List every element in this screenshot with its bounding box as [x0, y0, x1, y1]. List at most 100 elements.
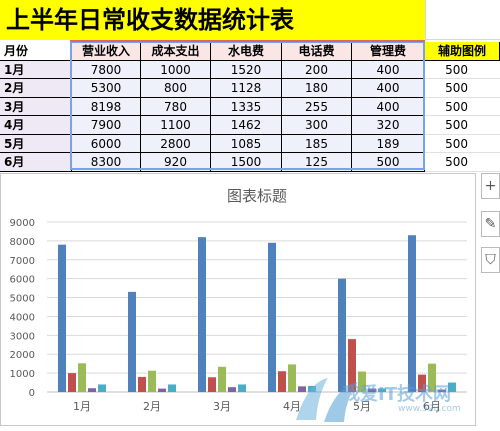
bar-5	[168, 384, 176, 392]
table-cell[interactable]: 8300	[72, 153, 141, 172]
table-cell[interactable]: 400	[352, 60, 425, 79]
bar-4	[438, 389, 446, 392]
table-cell[interactable]: 300	[282, 116, 352, 135]
row-label[interactable]: 1月	[0, 60, 72, 79]
table-cell[interactable]: 255	[282, 97, 352, 116]
bar-2	[138, 376, 146, 392]
row-label[interactable]: 6月	[0, 153, 72, 172]
table-cell[interactable]: 780	[141, 97, 211, 116]
bar-chart: 图表标题 0 1000 2000 3000 4000 5000 6000 7000 8000 900…	[10, 187, 467, 413]
data-table: 月份 营业收入 成本支出 水电费 电话费 管理费 辅助图例 1月 7800 1000 1520 200…	[0, 40, 500, 172]
filter-icon-glyph: ⛉	[485, 252, 496, 268]
bar-2	[68, 373, 76, 392]
sheet-title: 上半年日常收支数据统计表	[6, 6, 294, 34]
empty-cell[interactable]	[425, 0, 500, 40]
bar-5	[98, 384, 106, 392]
table-cell[interactable]: 185	[282, 134, 352, 153]
table-cell[interactable]: 920	[141, 153, 211, 172]
column-header-month[interactable]: 月份	[0, 42, 72, 61]
bar-1	[58, 244, 66, 392]
bar-3	[148, 370, 156, 392]
brush-icon-glyph: ✎	[484, 216, 497, 232]
table-cell[interactable]: 7900	[72, 116, 141, 135]
bar-5	[378, 388, 386, 392]
column-header[interactable]: 水电费	[211, 42, 282, 61]
bar-2	[418, 374, 426, 392]
aux-cell[interactable]: 500	[425, 134, 500, 153]
y-tick-label: 6000	[10, 275, 35, 286]
table-cell[interactable]: 2800	[141, 134, 211, 153]
aux-cell[interactable]: 500	[425, 60, 500, 79]
column-header-aux[interactable]: 辅助图例	[425, 42, 500, 61]
plus-icon-glyph: +	[484, 178, 497, 194]
y-tick-label: 1000	[10, 369, 35, 380]
table-cell[interactable]: 400	[352, 79, 425, 98]
bar-5	[238, 384, 246, 392]
x-tick-label: 1月	[73, 400, 91, 413]
table-cell[interactable]: 7800	[72, 60, 141, 79]
y-tick-label: 0	[29, 388, 35, 399]
row-label[interactable]: 4月	[0, 116, 72, 135]
watermark: 我爱IT技术网 www.52ij.com	[288, 372, 478, 424]
bar-5	[448, 382, 456, 392]
table-cell[interactable]: 320	[352, 116, 425, 135]
table-cell[interactable]: 189	[352, 134, 425, 153]
bar-4	[368, 388, 376, 392]
row-label[interactable]: 5月	[0, 134, 72, 153]
filter-icon[interactable]: ⛉	[481, 247, 500, 273]
table-cell[interactable]: 8198	[72, 97, 141, 116]
table-cell[interactable]: 500	[352, 153, 425, 172]
table-cell[interactable]: 1462	[211, 116, 282, 135]
row-label[interactable]: 2月	[0, 79, 72, 98]
bar-3	[428, 363, 436, 392]
table-cell[interactable]: 1085	[211, 134, 282, 153]
range-selection-top-edge	[70, 40, 425, 42]
table-cell[interactable]: 1128	[211, 79, 282, 98]
bar-3	[288, 364, 296, 392]
column-header[interactable]: 成本支出	[141, 42, 211, 61]
row-label[interactable]: 3月	[0, 97, 72, 116]
bar-1	[408, 235, 416, 392]
bar-3	[218, 366, 226, 392]
table-cell[interactable]: 1500	[211, 153, 282, 172]
table-cell[interactable]: 125	[282, 153, 352, 172]
aux-cell[interactable]: 500	[425, 153, 500, 172]
bar-4	[228, 387, 236, 392]
watermark-text: 我爱IT技术网	[342, 384, 451, 405]
watermark-logo	[288, 372, 478, 424]
chart-title: 图表标题	[227, 187, 287, 205]
watermark-url: www.52ij.com	[398, 404, 461, 414]
brush-icon[interactable]: ✎	[481, 211, 500, 237]
x-tick-label: 6月	[423, 400, 441, 413]
table-cell[interactable]: 180	[282, 79, 352, 98]
bar-4	[88, 388, 96, 392]
range-selection-frame	[70, 41, 425, 170]
table-cell[interactable]: 6000	[72, 134, 141, 153]
sheet-title-band	[0, 0, 425, 40]
table-cell[interactable]: 800	[141, 79, 211, 98]
x-tick-label: 2月	[143, 400, 161, 413]
column-header[interactable]: 营业收入	[72, 42, 141, 61]
bar-2	[208, 377, 216, 392]
plus-icon[interactable]: +	[481, 173, 500, 199]
bar-1	[128, 291, 136, 392]
y-tick-label: 8000	[10, 237, 35, 248]
x-tick-label: 5月	[353, 400, 371, 413]
column-header[interactable]: 电话费	[282, 42, 352, 61]
column-header[interactable]: 管理费	[352, 42, 425, 61]
y-tick-label: 7000	[10, 256, 35, 267]
y-tick-label: 5000	[10, 294, 35, 305]
table-cell[interactable]: 1520	[211, 60, 282, 79]
table-cell[interactable]: 200	[282, 60, 352, 79]
aux-cell[interactable]: 500	[425, 97, 500, 116]
y-tick-label: 4000	[10, 312, 35, 323]
table-cell[interactable]: 1000	[141, 60, 211, 79]
y-tick-label: 3000	[10, 331, 35, 342]
bar-2	[278, 371, 286, 392]
chart-area[interactable]: 图表标题 0 1000 2000 3000 4000 5000 6000 7000 8000 900…	[0, 173, 476, 426]
aux-cell[interactable]: 500	[425, 79, 500, 98]
aux-cell[interactable]: 500	[425, 116, 500, 135]
table-cell[interactable]: 1100	[141, 116, 211, 135]
table-cell[interactable]: 5300	[72, 79, 141, 98]
table-cell[interactable]: 1335	[211, 97, 282, 116]
